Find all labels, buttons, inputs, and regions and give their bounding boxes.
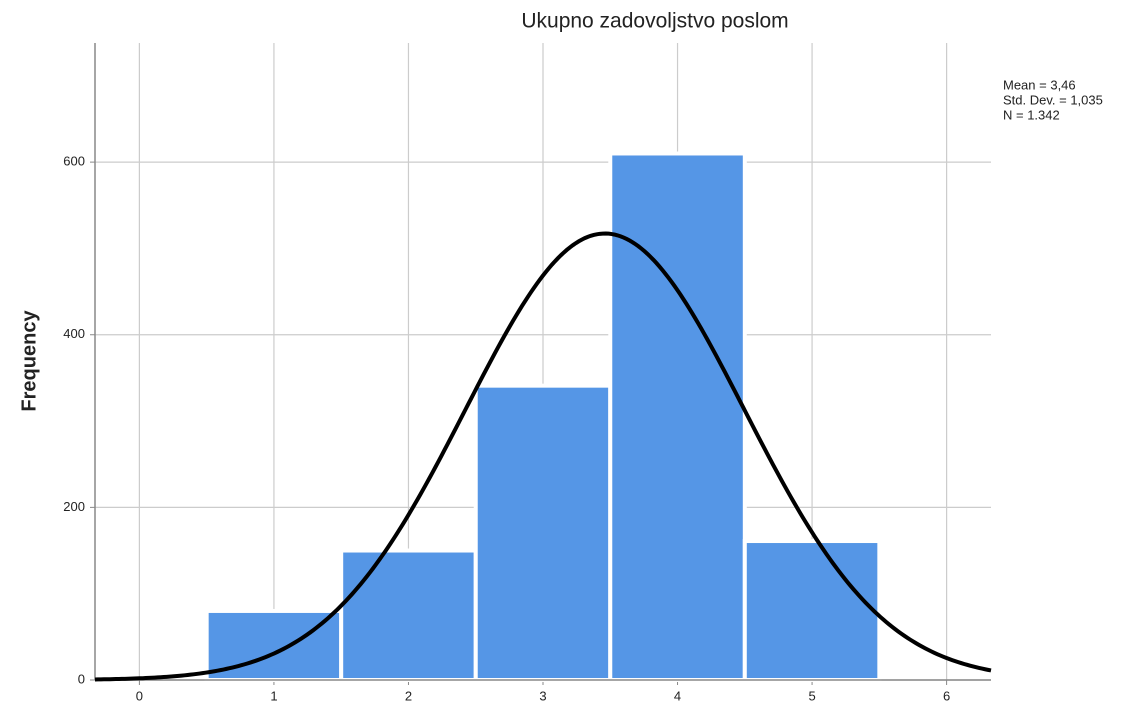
chart-title: Ukupno zadovoljstvo poslom: [521, 10, 788, 33]
stat-std-dev: Std. Dev. = 1,035: [1003, 92, 1103, 107]
x-tick-label: 5: [808, 688, 815, 703]
x-tick-label: 1: [270, 688, 277, 703]
x-tick-label: 3: [539, 688, 546, 703]
y-tick-label: 200: [63, 499, 85, 514]
stat-mean: Mean = 3,46: [1003, 77, 1076, 92]
x-tick-label: 0: [136, 688, 143, 703]
bars: [95, 151, 991, 683]
x-tick-label: 4: [674, 688, 681, 703]
y-tick-label: 400: [63, 326, 85, 341]
y-tick-label: 0: [78, 671, 85, 686]
bar: [742, 539, 882, 682]
normal-curve: [94, 231, 992, 682]
curve-layer: [94, 231, 992, 682]
x-tick-label: 2: [405, 688, 412, 703]
y-tick-label: 600: [63, 154, 85, 169]
bar: [473, 383, 613, 682]
stat-n: N = 1.342: [1003, 107, 1060, 122]
y-axis-label: Frequency: [18, 310, 40, 412]
bar: [339, 548, 478, 682]
bar: [608, 151, 747, 683]
x-tick-label: 6: [943, 688, 950, 703]
